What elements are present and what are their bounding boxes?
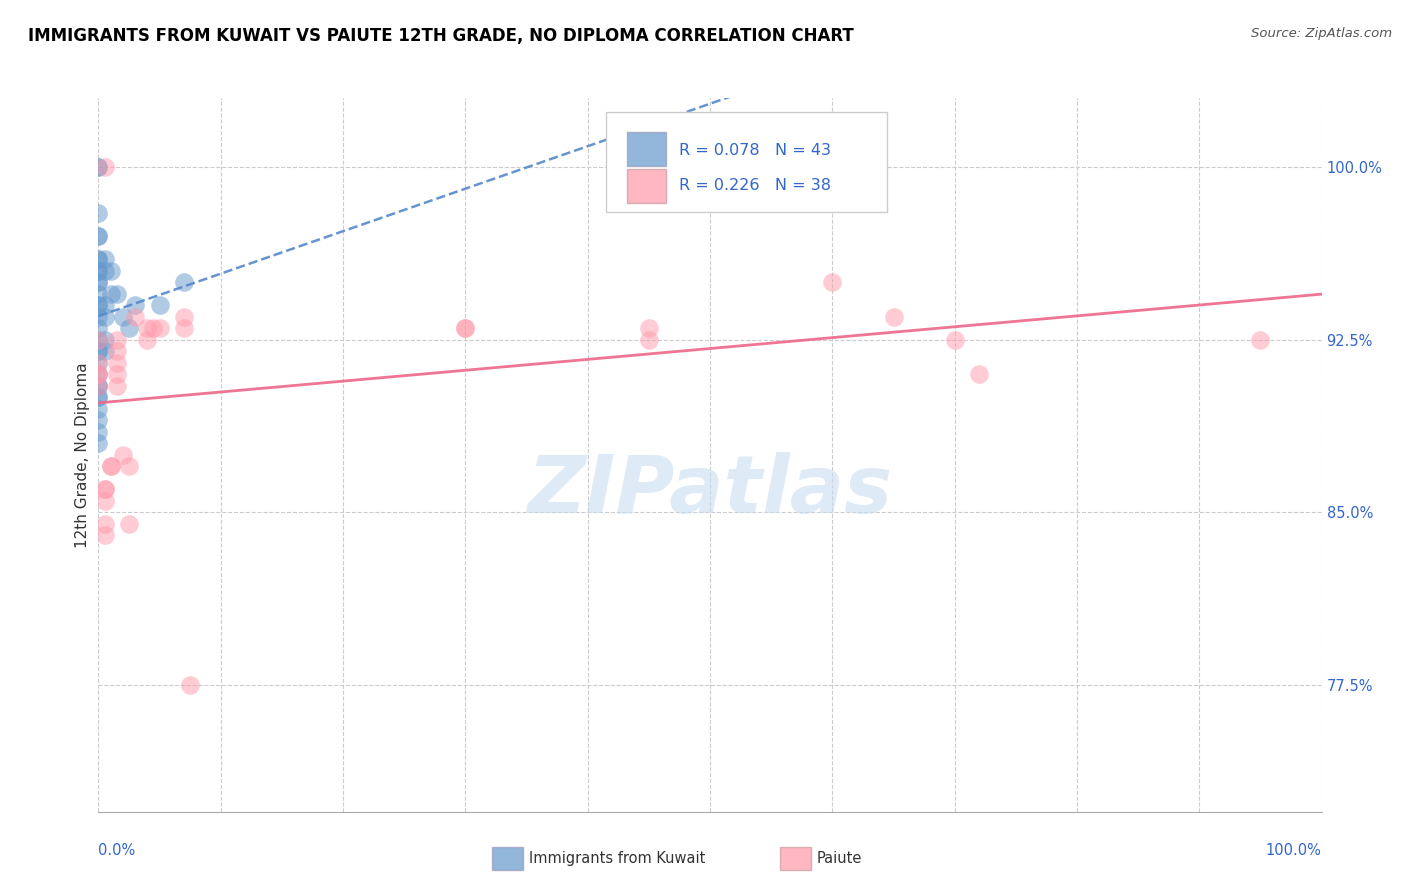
Point: [454, 321, 477, 335]
Point: [124, 298, 146, 312]
Point: [105, 333, 128, 347]
Point: [87, 368, 110, 382]
Point: [87, 264, 110, 278]
Point: [111, 448, 134, 462]
Point: [1249, 333, 1271, 347]
Point: [100, 286, 122, 301]
Point: [87, 298, 110, 312]
Point: [821, 275, 844, 289]
Text: R = 0.226   N = 38: R = 0.226 N = 38: [679, 178, 831, 194]
Point: [87, 344, 110, 359]
Point: [87, 333, 110, 347]
Point: [87, 264, 110, 278]
Point: [967, 368, 990, 382]
Point: [638, 333, 661, 347]
Point: [87, 160, 110, 174]
Point: [87, 368, 110, 382]
Point: [93, 160, 115, 174]
Point: [105, 368, 128, 382]
Text: Paiute: Paiute: [817, 852, 862, 866]
Point: [173, 275, 195, 289]
FancyBboxPatch shape: [606, 112, 887, 212]
Point: [173, 310, 195, 324]
Point: [111, 310, 134, 324]
Point: [638, 321, 661, 335]
Point: [173, 321, 195, 335]
Point: [93, 252, 115, 267]
Point: [105, 344, 128, 359]
Point: [87, 379, 110, 393]
Point: [118, 459, 141, 474]
Point: [93, 494, 115, 508]
Point: [87, 160, 110, 174]
Text: 0.0%: 0.0%: [98, 843, 135, 858]
Point: [943, 333, 966, 347]
Point: [149, 321, 172, 335]
Point: [87, 333, 110, 347]
Point: [136, 321, 159, 335]
Point: [105, 286, 128, 301]
Point: [105, 379, 128, 393]
Point: [87, 229, 110, 244]
Point: [87, 368, 110, 382]
Point: [100, 264, 122, 278]
Point: [93, 310, 115, 324]
Bar: [627, 132, 666, 166]
Point: [87, 425, 110, 439]
Point: [87, 356, 110, 370]
Point: [149, 298, 172, 312]
Point: [118, 321, 141, 335]
Point: [100, 459, 122, 474]
Point: [87, 390, 110, 404]
Point: [93, 333, 115, 347]
Point: [87, 401, 110, 416]
Point: [93, 344, 115, 359]
Point: [87, 252, 110, 267]
Point: [87, 275, 110, 289]
Point: [883, 310, 905, 324]
Y-axis label: 12th Grade, No Diploma: 12th Grade, No Diploma: [75, 362, 90, 548]
Point: [87, 379, 110, 393]
Point: [87, 321, 110, 335]
Text: Source: ZipAtlas.com: Source: ZipAtlas.com: [1251, 27, 1392, 40]
Point: [87, 379, 110, 393]
Point: [93, 528, 115, 542]
Point: [87, 413, 110, 427]
Point: [179, 678, 201, 692]
Point: [93, 264, 115, 278]
Bar: [627, 169, 666, 203]
Point: [87, 436, 110, 450]
Text: 100.0%: 100.0%: [1265, 843, 1322, 858]
Point: [87, 344, 110, 359]
Point: [105, 356, 128, 370]
Point: [87, 356, 110, 370]
Point: [93, 483, 115, 497]
Point: [87, 206, 110, 220]
Point: [454, 321, 477, 335]
Point: [124, 310, 146, 324]
Text: Immigrants from Kuwait: Immigrants from Kuwait: [529, 852, 704, 866]
Point: [93, 516, 115, 531]
Text: ZIPatlas: ZIPatlas: [527, 451, 893, 530]
Text: IMMIGRANTS FROM KUWAIT VS PAIUTE 12TH GRADE, NO DIPLOMA CORRELATION CHART: IMMIGRANTS FROM KUWAIT VS PAIUTE 12TH GR…: [28, 27, 853, 45]
Point: [87, 310, 110, 324]
Point: [100, 459, 122, 474]
Point: [87, 286, 110, 301]
Point: [93, 483, 115, 497]
Point: [87, 298, 110, 312]
Text: R = 0.078   N = 43: R = 0.078 N = 43: [679, 143, 831, 158]
Point: [136, 333, 159, 347]
Point: [87, 275, 110, 289]
Point: [87, 390, 110, 404]
Point: [118, 516, 141, 531]
Point: [87, 252, 110, 267]
Point: [87, 229, 110, 244]
Point: [93, 298, 115, 312]
Point: [142, 321, 165, 335]
